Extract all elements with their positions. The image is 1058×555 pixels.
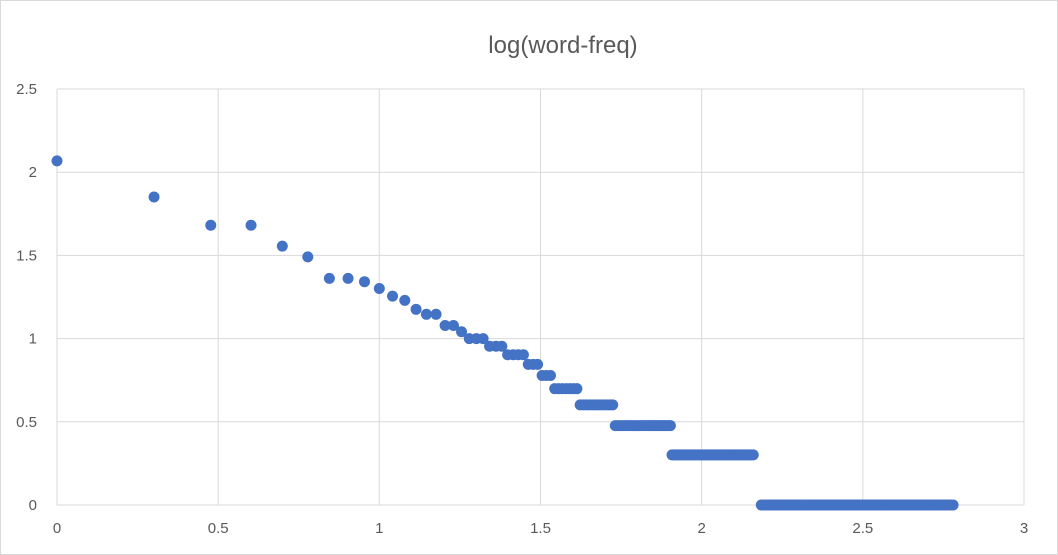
x-tick-label: 1.5 <box>530 520 551 537</box>
data-point <box>664 420 676 432</box>
data-point <box>276 240 288 252</box>
y-tick-label: 0.5 <box>16 414 37 431</box>
data-point <box>517 349 529 361</box>
data-point <box>439 319 451 331</box>
tick-labels: 0 0.5 1 1.5 2 2.5 0 0.5 1 1.5 2 2.5 3 <box>16 81 1028 537</box>
y-tick-label: 1 <box>29 331 37 348</box>
data-point <box>373 283 385 295</box>
data-point <box>323 272 335 284</box>
x-tick-label: 0.5 <box>208 520 229 537</box>
chart-title: log(word-freq) <box>488 32 637 59</box>
gridlines <box>56 88 1025 506</box>
data-point <box>410 303 422 315</box>
data-point <box>747 449 759 461</box>
data-point <box>447 319 459 331</box>
data-point <box>456 326 468 338</box>
data-point <box>420 308 432 320</box>
data-point <box>359 276 371 288</box>
data-point <box>148 191 160 203</box>
y-tick-label: 2 <box>29 164 37 181</box>
x-tick-label: 2 <box>697 520 705 537</box>
data-point <box>544 370 556 382</box>
data-point <box>205 219 217 231</box>
data-point <box>532 358 544 370</box>
data-point <box>496 340 508 352</box>
data-point <box>387 290 399 302</box>
x-tick-label: 0 <box>53 520 61 537</box>
x-tick-label: 1 <box>375 520 383 537</box>
x-tick-label: 2.5 <box>852 520 873 537</box>
data-point <box>342 272 354 284</box>
data-point <box>245 219 257 231</box>
x-tick-label: 3 <box>1020 520 1028 537</box>
data-point <box>302 251 314 263</box>
data-points <box>51 155 959 511</box>
y-tick-label: 2.5 <box>16 81 37 98</box>
data-point <box>571 383 583 395</box>
data-point <box>947 499 959 511</box>
y-tick-label: 0 <box>29 497 37 514</box>
data-point <box>607 399 619 411</box>
data-point <box>477 333 489 345</box>
data-point <box>399 294 411 306</box>
data-point <box>51 155 63 167</box>
data-point <box>430 308 442 320</box>
y-tick-label: 1.5 <box>16 247 37 264</box>
